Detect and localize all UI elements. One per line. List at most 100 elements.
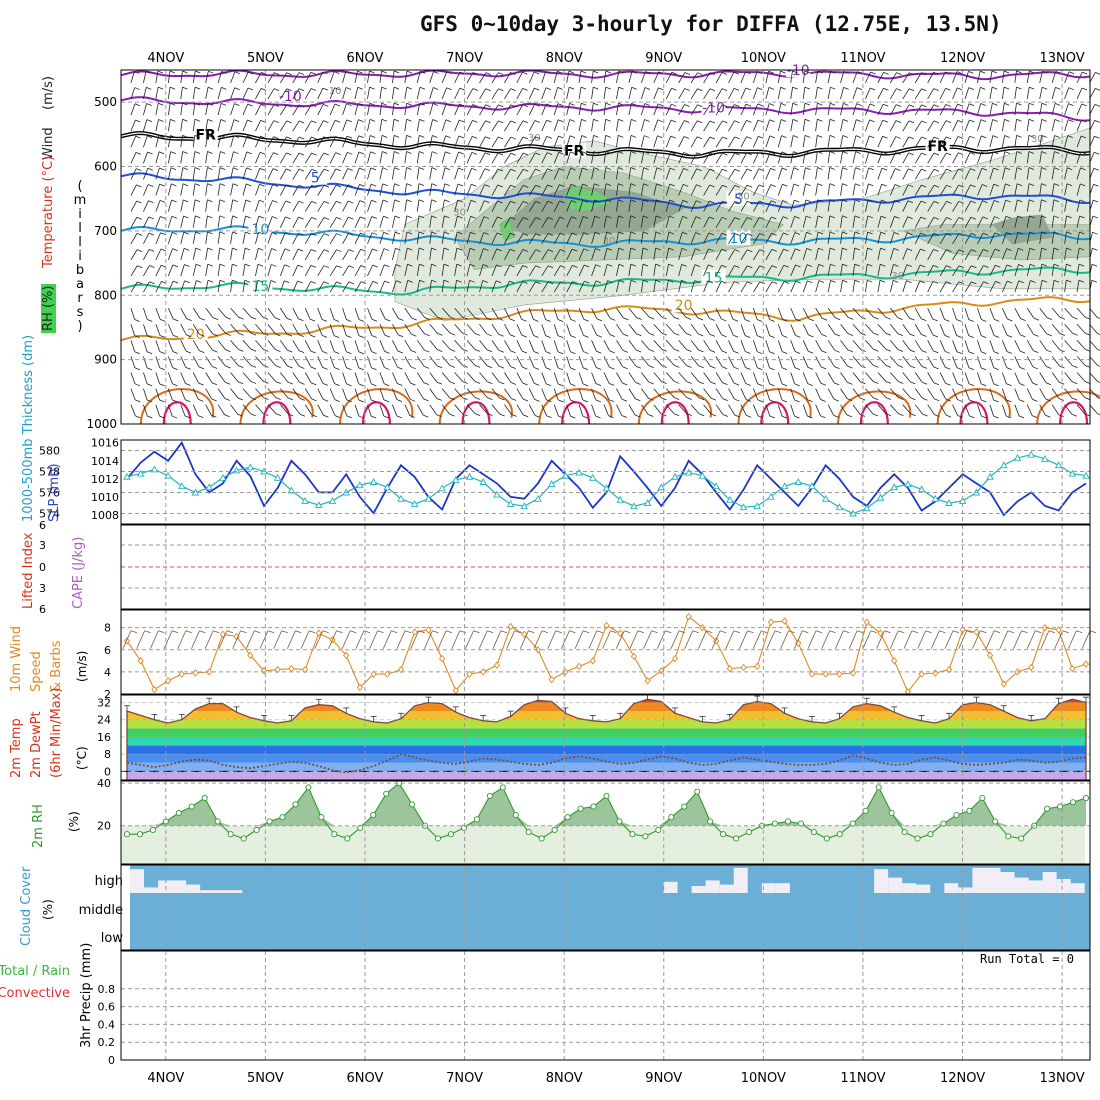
wind-barb-flag xyxy=(721,280,727,284)
wind-barb-flag xyxy=(393,118,400,122)
wind-barb-flag xyxy=(535,249,541,253)
wind-barb xyxy=(205,151,208,164)
wind-barb xyxy=(454,323,463,334)
rh2m-point xyxy=(279,814,286,821)
wind-barb xyxy=(155,216,161,228)
wind-barb xyxy=(479,248,484,261)
wind-barb-flag xyxy=(595,383,602,387)
wind-barb-flag xyxy=(498,104,504,108)
wind-barb-flag xyxy=(323,249,330,253)
thickness-point xyxy=(410,500,419,507)
wind-barb xyxy=(342,233,349,244)
wind-barb xyxy=(528,388,535,400)
wind-barb xyxy=(354,200,361,212)
wind-barb-flag xyxy=(709,318,715,321)
wind-barb xyxy=(989,70,993,83)
wind-barb-flag xyxy=(395,247,401,251)
wind-barb-flag xyxy=(436,397,442,401)
wind-barb xyxy=(902,184,909,196)
wind-barb xyxy=(1001,119,1005,132)
wind-barb xyxy=(989,151,994,164)
wind-barb xyxy=(504,324,511,335)
cape-tick-label: 3 xyxy=(39,582,46,595)
wind-barb xyxy=(441,103,447,116)
wind-barb xyxy=(877,388,887,398)
wind10m-barb xyxy=(410,630,420,649)
cloud-row-label: low xyxy=(101,931,124,946)
wind-barb-flag xyxy=(846,414,853,418)
wind-barb-flag xyxy=(311,104,317,108)
wind-barb xyxy=(230,372,239,383)
wind-barb-flag xyxy=(570,367,576,371)
wind-barb-flag xyxy=(533,351,539,354)
wind-barb xyxy=(877,248,881,260)
cloud-clear-patch xyxy=(130,869,145,893)
thickness-point xyxy=(917,485,926,493)
wind10m-barb xyxy=(848,630,858,649)
wind-barb-flag xyxy=(722,366,728,370)
wind-barb-flag xyxy=(1004,118,1010,122)
rh2m-point xyxy=(538,835,545,842)
thickness-point xyxy=(164,471,172,479)
wind-barb-flag xyxy=(472,136,478,139)
wind-barb-flag xyxy=(199,317,205,321)
wind-barb-flag xyxy=(584,280,590,284)
wind-barb xyxy=(180,356,187,368)
wind-barb xyxy=(304,169,312,180)
wind-barb-flag xyxy=(971,281,977,285)
wind-barb-flag xyxy=(733,334,739,338)
wind-barb-flag xyxy=(195,231,201,235)
wind-barb xyxy=(391,264,397,277)
temperature-contour xyxy=(120,172,1091,209)
wind-barb-flag xyxy=(674,364,680,368)
wind-barb-flag xyxy=(250,364,257,368)
panel-frame-wind xyxy=(120,609,1091,695)
wind-barb-flag xyxy=(510,350,516,354)
wind-barb xyxy=(230,280,233,293)
wind-barb-flag xyxy=(759,281,765,285)
wind-barb xyxy=(678,120,685,132)
wind-barb xyxy=(130,281,138,293)
wind-barb xyxy=(989,167,994,180)
wind-barb-flag xyxy=(1018,280,1024,284)
wind-barb xyxy=(641,404,649,415)
wind-barb xyxy=(665,151,671,164)
panel-frame-prec xyxy=(120,950,1091,1061)
wind-barb xyxy=(678,88,685,100)
wind-barb-flag xyxy=(921,152,927,156)
wind-barb-flag xyxy=(945,281,952,285)
wind-barb xyxy=(528,104,535,116)
wind-barb-flag xyxy=(583,351,589,354)
wind-barb-flag xyxy=(1004,151,1010,154)
wind-barb xyxy=(1026,135,1030,148)
rh2m-point xyxy=(992,818,999,825)
wind-barb xyxy=(379,87,383,100)
wind-barb xyxy=(603,167,607,180)
wind-barb-flag xyxy=(847,381,853,385)
wind-barb-flag xyxy=(630,135,637,138)
wind-barb-flag xyxy=(744,319,751,322)
wind-barb xyxy=(703,232,710,244)
wind-barb-flag xyxy=(159,367,165,371)
boundary-contour-hot xyxy=(760,401,790,425)
wind-barb xyxy=(342,249,350,261)
wind-barb-flag xyxy=(323,281,329,285)
wind-barb xyxy=(603,87,607,100)
wind-barb xyxy=(230,119,235,132)
thickness-point xyxy=(1082,471,1090,479)
thickness-point xyxy=(821,494,830,502)
wind-barb xyxy=(840,280,843,293)
wind-barb-flag xyxy=(510,168,516,172)
wind-barb-flag xyxy=(734,201,740,204)
wind-barb xyxy=(977,265,984,277)
wind-barb-flag xyxy=(898,413,904,416)
wind-barb xyxy=(317,324,323,336)
wind-barb xyxy=(541,152,548,164)
wind-barb xyxy=(765,168,771,180)
wind-barb-flag xyxy=(734,168,740,172)
wind-barb-flag xyxy=(185,366,191,370)
wind-barb-flag xyxy=(1084,413,1090,417)
wind-barb xyxy=(591,248,596,260)
wind-barb-flag xyxy=(769,119,775,123)
wind-barb xyxy=(516,88,523,100)
